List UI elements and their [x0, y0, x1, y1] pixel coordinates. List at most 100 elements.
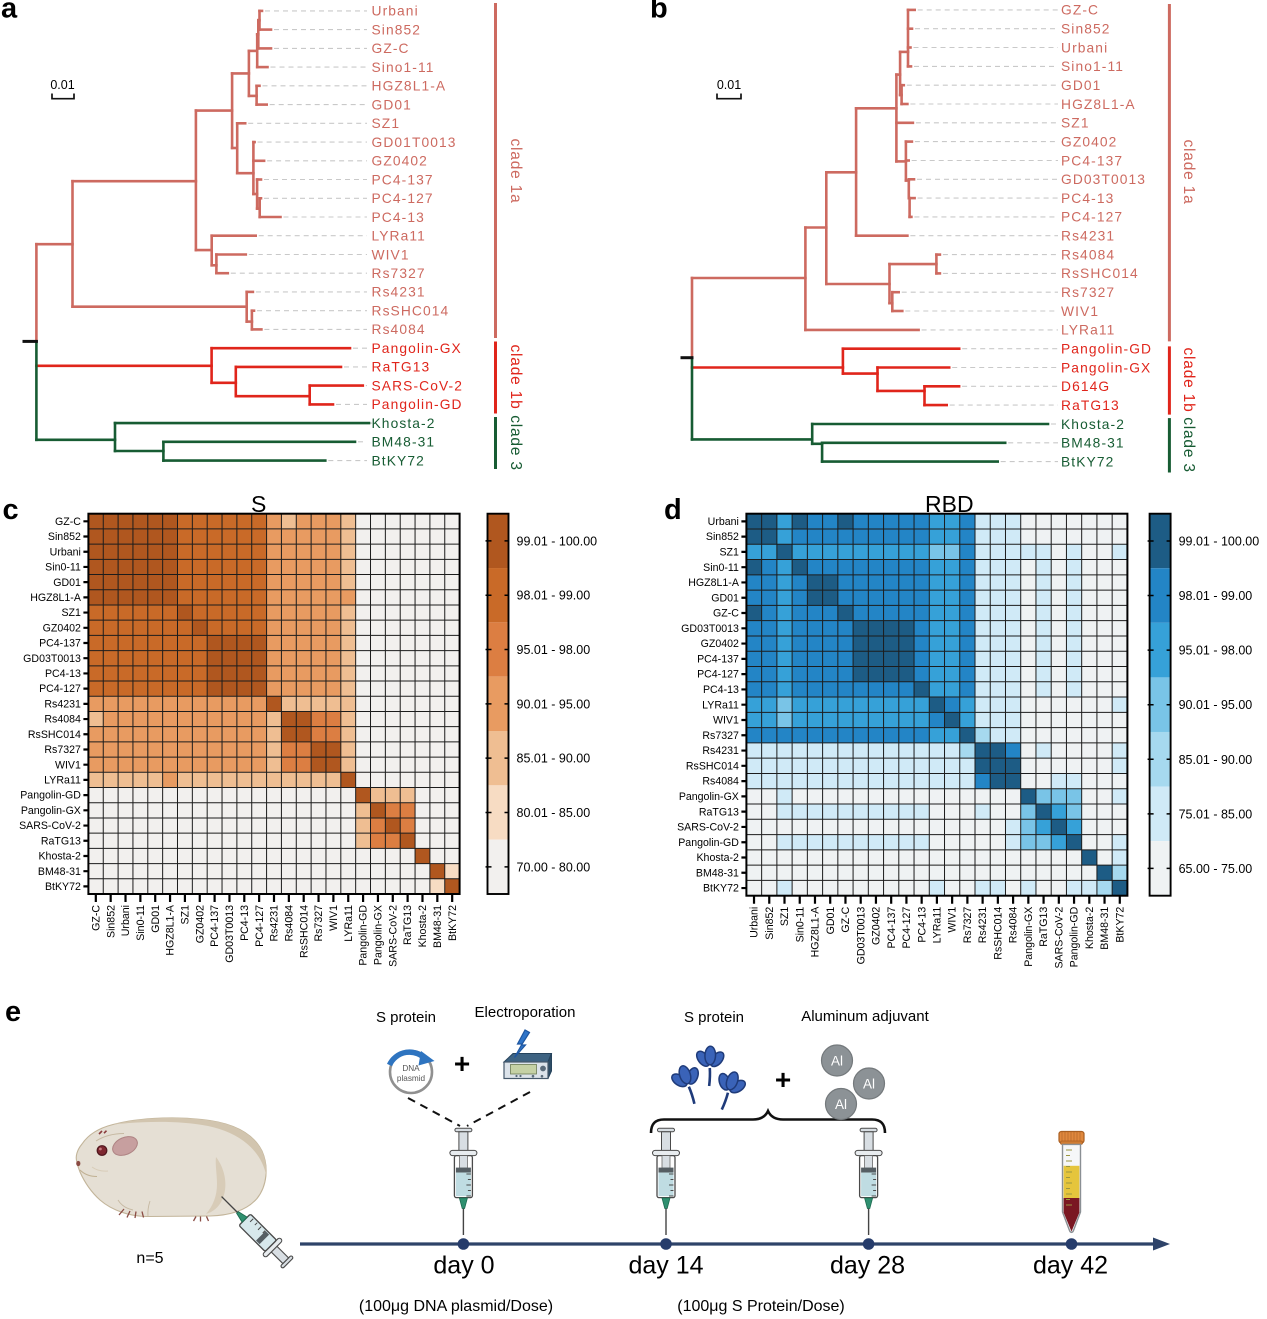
- svg-text:GZ0402: GZ0402: [871, 907, 883, 945]
- svg-text:LYRa11: LYRa11: [702, 699, 739, 711]
- svg-text:Rs7327: Rs7327: [962, 907, 974, 944]
- svg-text:c: c: [3, 494, 19, 526]
- svg-text:GD03T0013: GD03T0013: [23, 653, 81, 665]
- svg-text:clade 1a: clade 1a: [1180, 139, 1197, 204]
- svg-text:GD03T0013: GD03T0013: [681, 623, 739, 635]
- svg-text:99.01 - 100.00: 99.01 - 100.00: [517, 534, 598, 548]
- svg-text:BM48-31: BM48-31: [1061, 436, 1125, 451]
- svg-text:BtKY72: BtKY72: [1061, 454, 1114, 469]
- svg-text:GZ-C: GZ-C: [90, 905, 102, 931]
- svg-text:PC4-13: PC4-13: [703, 684, 739, 696]
- svg-text:SZ1: SZ1: [372, 116, 401, 131]
- svg-text:Rs7327: Rs7327: [372, 266, 426, 281]
- svg-text:PC4-137: PC4-137: [39, 638, 81, 650]
- svg-text:RaTG13: RaTG13: [1061, 398, 1120, 413]
- svg-text:Urbani: Urbani: [120, 905, 132, 936]
- svg-text:Khosta-2: Khosta-2: [696, 852, 739, 864]
- svg-text:S protein: S protein: [376, 1009, 436, 1026]
- svg-text:RaTG13: RaTG13: [1038, 907, 1050, 947]
- svg-text:Pangolin-GX: Pangolin-GX: [373, 905, 385, 965]
- svg-text:PC4-127: PC4-127: [39, 683, 81, 695]
- svg-text:RsSHC014: RsSHC014: [372, 304, 450, 319]
- svg-text:GZ0402: GZ0402: [1061, 134, 1117, 149]
- svg-text:GD01: GD01: [711, 592, 739, 604]
- svg-text:+: +: [775, 1064, 791, 1095]
- svg-text:S: S: [251, 491, 266, 517]
- svg-text:Sin852: Sin852: [1061, 22, 1111, 37]
- svg-text:98.01 - 99.00: 98.01 - 99.00: [517, 589, 591, 603]
- svg-text:WIV1: WIV1: [1061, 304, 1099, 319]
- svg-text:BM48-31: BM48-31: [432, 905, 444, 948]
- svg-text:Pangolin-GD: Pangolin-GD: [20, 790, 81, 802]
- svg-text:GZ0402: GZ0402: [701, 638, 739, 650]
- svg-text:RaTG13: RaTG13: [699, 806, 739, 818]
- svg-text:GD01T0013: GD01T0013: [372, 135, 457, 150]
- svg-text:Electroporation: Electroporation: [475, 1004, 576, 1021]
- svg-text:n=5: n=5: [136, 1250, 163, 1267]
- svg-text:LYRa11: LYRa11: [44, 775, 81, 787]
- svg-text:Sino1-11: Sino1-11: [372, 60, 435, 75]
- svg-text:Pangolin-GD: Pangolin-GD: [1061, 342, 1152, 357]
- svg-text:LYRa11: LYRa11: [372, 229, 426, 244]
- svg-text:GD01: GD01: [372, 97, 412, 112]
- svg-text:LYRa11: LYRa11: [343, 905, 355, 942]
- svg-text:GZ0402: GZ0402: [194, 905, 206, 943]
- svg-text:65.00 - 75.00: 65.00 - 75.00: [1179, 862, 1253, 876]
- svg-text:clade 1b: clade 1b: [507, 344, 524, 409]
- svg-text:LYRa11: LYRa11: [1061, 323, 1115, 338]
- svg-text:SZ1: SZ1: [719, 547, 739, 559]
- svg-text:HGZ8L1-A: HGZ8L1-A: [30, 592, 82, 604]
- svg-text:(100μg DNA plasmid/Dose): (100μg DNA plasmid/Dose): [359, 1298, 553, 1315]
- svg-text:BtKY72: BtKY72: [45, 881, 81, 893]
- svg-text:d: d: [664, 494, 682, 526]
- svg-text:Urbani: Urbani: [372, 4, 419, 19]
- svg-text:PC4-13: PC4-13: [1061, 191, 1114, 206]
- svg-text:clade 1b: clade 1b: [1180, 347, 1197, 412]
- svg-text:S protein: S protein: [684, 1009, 744, 1026]
- svg-text:99.01 - 100.00: 99.01 - 100.00: [1179, 535, 1260, 549]
- svg-text:Khosta-2: Khosta-2: [1084, 907, 1096, 950]
- svg-text:BM48-31: BM48-31: [1099, 907, 1111, 950]
- svg-text:SARS-CoV-2: SARS-CoV-2: [372, 378, 464, 393]
- svg-text:GZ-C: GZ-C: [840, 906, 852, 932]
- svg-text:PC4-137: PC4-137: [697, 654, 739, 666]
- svg-text:Rs4231: Rs4231: [702, 745, 739, 757]
- svg-text:Urbani: Urbani: [749, 907, 761, 938]
- svg-text:clade 1a: clade 1a: [507, 138, 524, 203]
- svg-text:Rs4231: Rs4231: [977, 907, 989, 944]
- svg-text:Rs4231: Rs4231: [269, 905, 281, 942]
- svg-text:WIV1: WIV1: [713, 715, 739, 727]
- svg-text:GD01: GD01: [150, 905, 162, 933]
- svg-text:HGZ8L1-A: HGZ8L1-A: [810, 906, 822, 958]
- svg-text:Pangolin-GX: Pangolin-GX: [679, 791, 739, 803]
- svg-text:BM48-31: BM48-31: [38, 866, 81, 878]
- svg-text:Khosta-2: Khosta-2: [1061, 417, 1125, 432]
- svg-text:Pangolin-GX: Pangolin-GX: [372, 341, 462, 356]
- svg-text:RsSHC014: RsSHC014: [1061, 266, 1139, 281]
- svg-text:Sin852: Sin852: [706, 531, 739, 543]
- svg-text:SZ1: SZ1: [180, 905, 192, 925]
- svg-text:WIV1: WIV1: [328, 905, 340, 931]
- svg-text:Sin852: Sin852: [764, 907, 776, 940]
- svg-text:Rs4084: Rs4084: [283, 905, 295, 942]
- svg-text:Rs7327: Rs7327: [1061, 285, 1115, 300]
- svg-text:Khosta-2: Khosta-2: [417, 905, 429, 948]
- svg-text:Rs4231: Rs4231: [1061, 229, 1115, 244]
- svg-text:0.01: 0.01: [717, 78, 741, 92]
- svg-text:Pangolin-GD: Pangolin-GD: [358, 905, 370, 966]
- svg-text:HGZ8L1-A: HGZ8L1-A: [165, 904, 177, 956]
- svg-text:90.01 - 95.00: 90.01 - 95.00: [517, 697, 591, 711]
- svg-text:PC4-13: PC4-13: [239, 905, 251, 941]
- svg-text:Urbani: Urbani: [708, 516, 739, 528]
- svg-text:GZ-C: GZ-C: [713, 608, 739, 620]
- svg-text:PC4-13: PC4-13: [45, 668, 81, 680]
- svg-text:GZ-C: GZ-C: [55, 516, 81, 528]
- svg-text:Khosta-2: Khosta-2: [38, 851, 81, 863]
- svg-text:PC4-13: PC4-13: [916, 907, 928, 943]
- svg-text:RsSHC014: RsSHC014: [686, 760, 739, 772]
- svg-text:day 0: day 0: [433, 1252, 494, 1280]
- svg-text:WIV1: WIV1: [55, 759, 81, 771]
- svg-text:SARS-CoV-2: SARS-CoV-2: [677, 822, 739, 834]
- svg-text:PC4-137: PC4-137: [1061, 153, 1123, 168]
- svg-text:RaTG13: RaTG13: [41, 835, 81, 847]
